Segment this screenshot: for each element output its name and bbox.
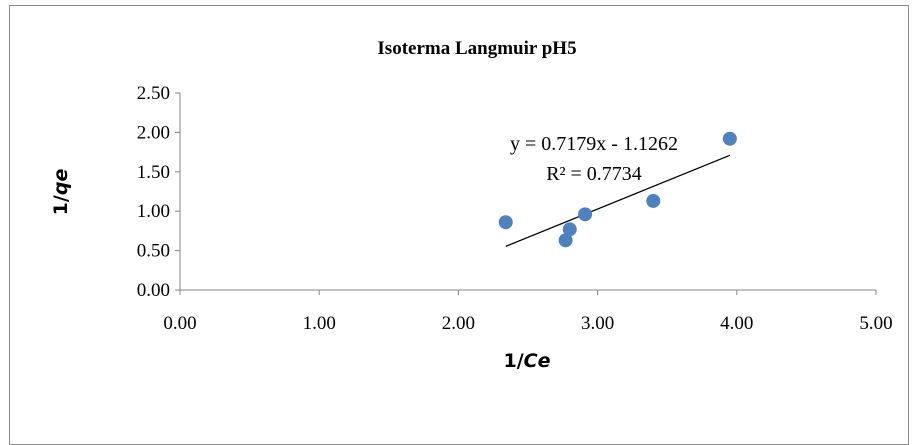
data-point — [578, 207, 593, 222]
svg-text:1/Ce: 1/Ce — [503, 350, 550, 372]
data-point — [722, 131, 737, 146]
y-tick-label: 2.50 — [137, 83, 170, 104]
y-tick-label: 0.00 — [137, 280, 170, 301]
data-point — [646, 193, 661, 208]
y-tick-label: 0.50 — [137, 241, 170, 262]
data-point — [558, 233, 573, 248]
y-axis-label: 1/qe — [50, 169, 72, 216]
x-tick-label: 5.00 — [859, 313, 892, 334]
trendline-r2: R² = 0.7734 — [546, 163, 642, 185]
chart-svg: Isoterma Langmuir pH5 1/qe 1/Ce 0.00 0.50… — [50, 38, 893, 372]
x-tick-label: 2.00 — [442, 313, 475, 334]
x-tick-label: 4.00 — [720, 313, 753, 334]
trendline-equation: y = 0.7179x - 1.1262 — [510, 133, 678, 155]
y-tick-label: 2.00 — [137, 122, 170, 143]
y-tick-label: 1.00 — [137, 201, 170, 222]
trendline — [505, 154, 731, 247]
x-tick-label: 0.00 — [163, 313, 196, 334]
x-tick-label: 1.00 — [303, 313, 336, 334]
x-axis-label: 1/Ce — [503, 350, 550, 372]
x-tick-label: 3.00 — [581, 313, 614, 334]
chart-title: Isoterma Langmuir pH5 — [377, 38, 576, 59]
y-tick-label: 1.50 — [137, 162, 170, 183]
data-point — [498, 215, 513, 230]
svg-text:1/qe: 1/qe — [50, 169, 72, 216]
data-point — [562, 222, 577, 237]
chart-frame — [9, 5, 909, 445]
